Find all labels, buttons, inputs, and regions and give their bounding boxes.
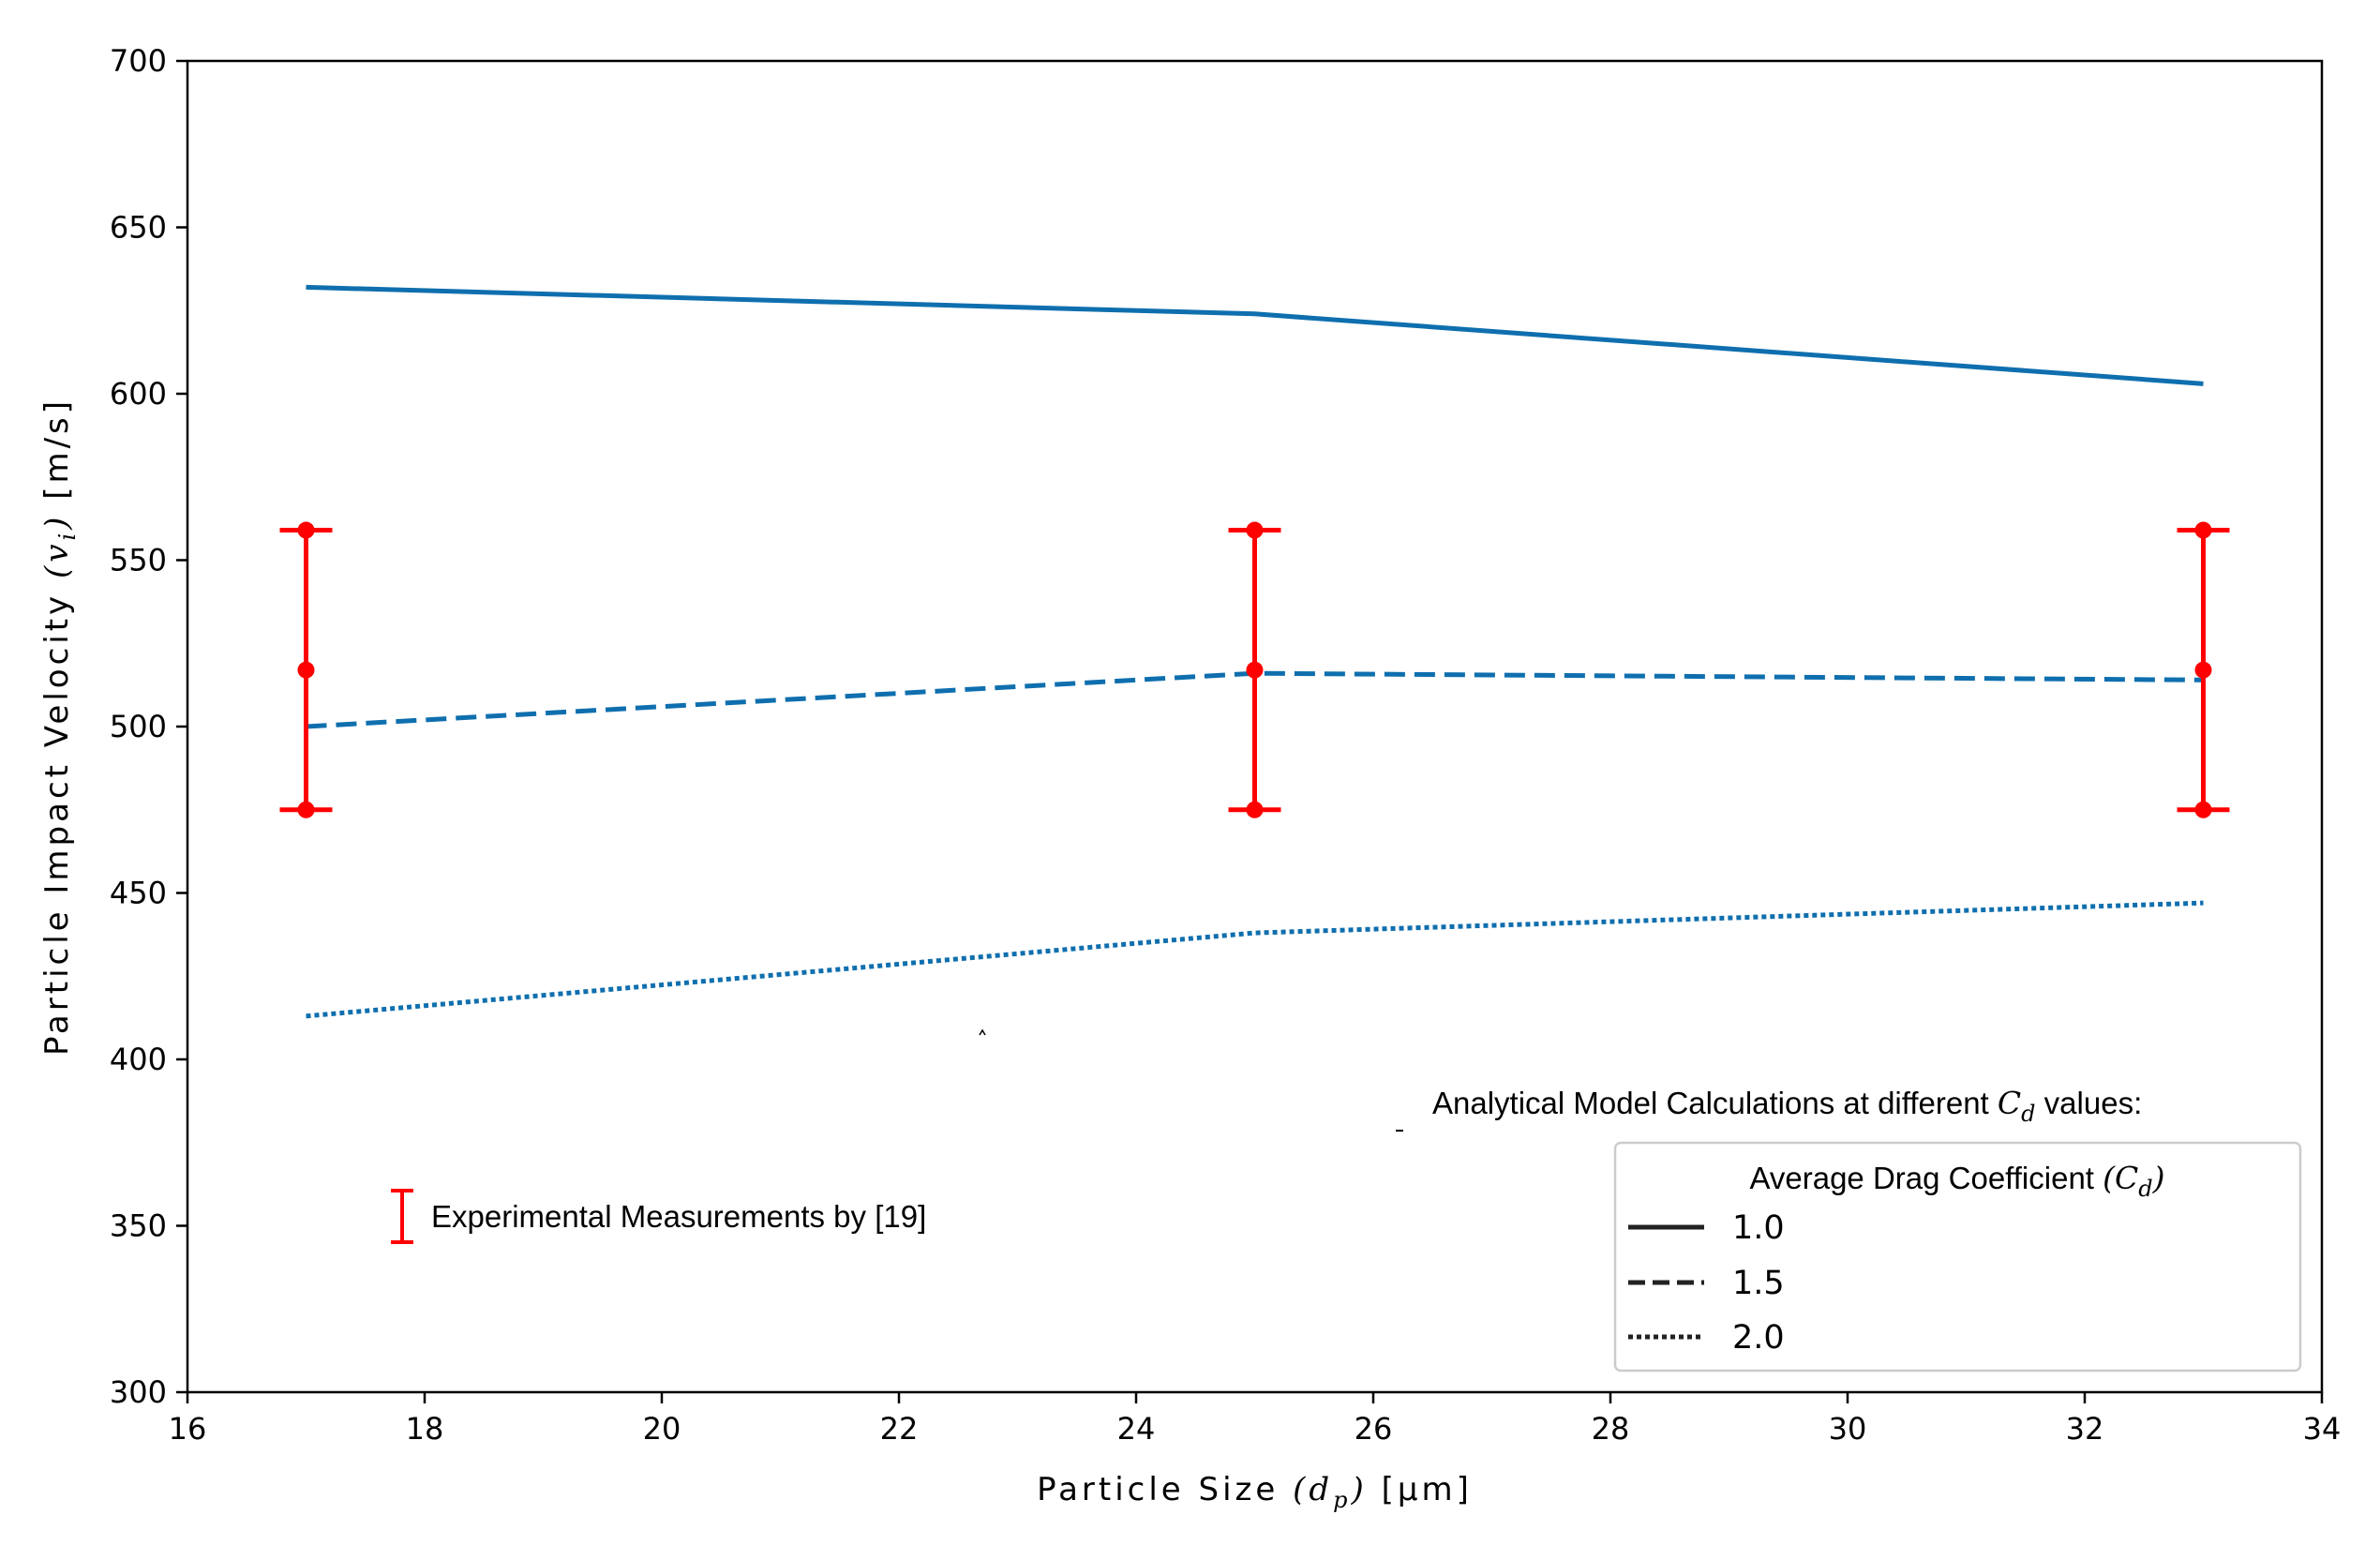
y-tick-label: 650 bbox=[110, 210, 167, 246]
x-tick-label: 30 bbox=[1829, 1411, 1867, 1447]
error-bar-legend-icon bbox=[391, 1189, 413, 1244]
tick-labels: 16 18 20 22 24 26 28 30 32 34 300 350 400 450 500 550 60… bbox=[110, 43, 2341, 1447]
x-tick-label: 34 bbox=[2303, 1411, 2342, 1447]
experimental-legend-label: Experimental Measurements by [19] bbox=[431, 1199, 926, 1234]
y-tick-label: 450 bbox=[110, 876, 167, 911]
error-bar-mean-point bbox=[297, 661, 315, 679]
model-legend: Average Drag Coefficient (Cd) 1.0 1.5 2.… bbox=[1613, 1141, 2302, 1372]
series-line-cd-1-0 bbox=[306, 284, 2204, 386]
error-bar-high-point bbox=[297, 521, 315, 539]
x-tick-label: 32 bbox=[2066, 1411, 2104, 1447]
x-tick-label: 16 bbox=[169, 1411, 207, 1447]
x-axis-label: Particle Size (dp) [µm] bbox=[1037, 1471, 1473, 1513]
error-bar-mean-point bbox=[2194, 661, 2212, 679]
legend-entry-1-0: 1.0 bbox=[1732, 1209, 1785, 1247]
x-tick-label: 24 bbox=[1117, 1411, 1156, 1447]
error-bar-low-point bbox=[297, 801, 315, 818]
error-bar-high-point bbox=[1246, 521, 1264, 539]
x-tick-label: 28 bbox=[1592, 1411, 1630, 1447]
error-bar-low-point bbox=[1246, 801, 1264, 818]
legend-entry-1-5: 1.5 bbox=[1732, 1265, 1785, 1302]
error-bars bbox=[279, 521, 2230, 818]
tick-marks bbox=[176, 59, 2324, 1403]
error-bar-mean-point bbox=[1246, 661, 1264, 679]
error-bar-high-point bbox=[2194, 521, 2212, 539]
y-tick-label: 400 bbox=[110, 1042, 167, 1077]
x-tick-label: 26 bbox=[1355, 1411, 1393, 1447]
error-bar-low-point bbox=[2194, 801, 2212, 818]
model-annotation: Analytical Model Calculations at differe… bbox=[1432, 1085, 2142, 1127]
y-tick-label: 500 bbox=[110, 709, 167, 744]
x-tick-label: 20 bbox=[643, 1411, 681, 1447]
experimental-legend: Experimental Measurements by [19] bbox=[391, 1189, 926, 1244]
legend-title: Average Drag Coefficient (Cd) bbox=[1749, 1160, 2164, 1202]
y-tick-label: 350 bbox=[110, 1208, 167, 1244]
axes-frame bbox=[186, 59, 2324, 1394]
x-tick-label: 18 bbox=[406, 1411, 444, 1447]
legend-entry-2-0: 2.0 bbox=[1732, 1319, 1785, 1357]
y-axis-label: Particle Impact Velocity (vi) [m/s] bbox=[38, 398, 81, 1056]
y-tick-label: 300 bbox=[110, 1374, 167, 1410]
legend-frame bbox=[1613, 1141, 2302, 1372]
y-tick-label: 700 bbox=[110, 43, 167, 79]
y-tick-label: 600 bbox=[110, 376, 167, 412]
stray-caret-mark bbox=[979, 1028, 986, 1036]
y-tick-label: 550 bbox=[110, 543, 167, 578]
x-tick-label: 22 bbox=[880, 1411, 919, 1447]
